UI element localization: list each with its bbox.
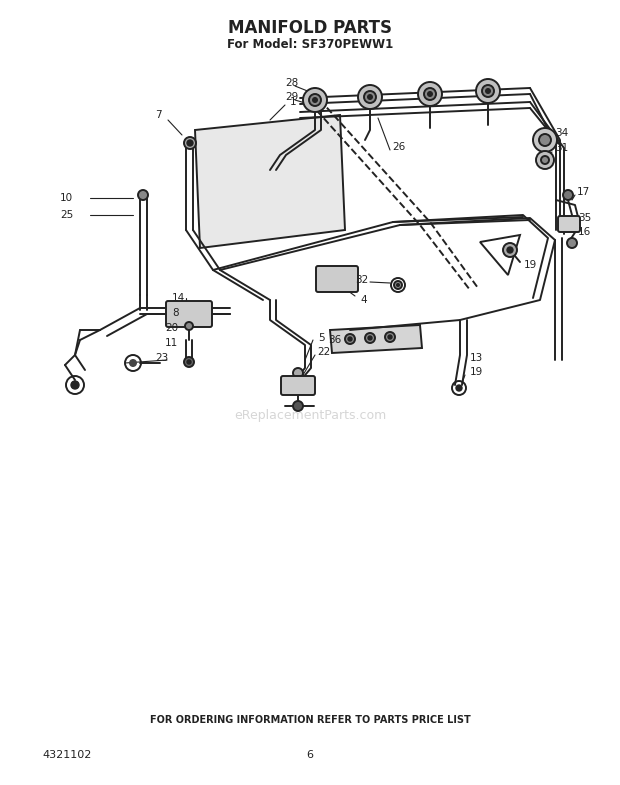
Circle shape bbox=[364, 91, 376, 103]
Circle shape bbox=[427, 91, 433, 97]
Circle shape bbox=[541, 156, 549, 164]
Text: 34: 34 bbox=[555, 128, 569, 138]
FancyBboxPatch shape bbox=[281, 376, 315, 395]
Text: 8: 8 bbox=[172, 308, 179, 318]
Circle shape bbox=[184, 357, 194, 367]
Text: 6: 6 bbox=[306, 750, 314, 760]
Text: 7: 7 bbox=[155, 110, 162, 120]
Circle shape bbox=[482, 85, 494, 97]
Text: MANIFOLD PARTS: MANIFOLD PARTS bbox=[228, 19, 392, 37]
Circle shape bbox=[187, 140, 193, 146]
Circle shape bbox=[71, 381, 79, 389]
Text: 35: 35 bbox=[578, 213, 591, 223]
Circle shape bbox=[394, 281, 402, 289]
Circle shape bbox=[536, 151, 554, 169]
Text: FOR ORDERING INFORMATION REFER TO PARTS PRICE LIST: FOR ORDERING INFORMATION REFER TO PARTS … bbox=[149, 715, 471, 725]
Text: 19: 19 bbox=[470, 367, 483, 377]
Circle shape bbox=[348, 337, 352, 341]
Circle shape bbox=[388, 335, 392, 339]
Circle shape bbox=[365, 333, 375, 343]
Circle shape bbox=[367, 94, 373, 100]
Circle shape bbox=[184, 137, 196, 149]
Circle shape bbox=[567, 238, 577, 248]
Text: 5: 5 bbox=[318, 333, 325, 343]
Text: 25: 25 bbox=[60, 210, 73, 220]
Circle shape bbox=[312, 97, 318, 103]
FancyBboxPatch shape bbox=[558, 216, 580, 232]
Circle shape bbox=[368, 336, 372, 340]
Circle shape bbox=[424, 88, 436, 100]
Text: 32: 32 bbox=[355, 275, 368, 285]
Circle shape bbox=[539, 134, 551, 146]
Circle shape bbox=[503, 243, 517, 257]
Circle shape bbox=[418, 82, 442, 106]
Circle shape bbox=[358, 85, 382, 109]
Text: 29: 29 bbox=[285, 92, 298, 102]
Circle shape bbox=[385, 332, 395, 342]
Circle shape bbox=[507, 247, 513, 253]
Circle shape bbox=[129, 359, 137, 367]
Circle shape bbox=[563, 190, 573, 200]
Text: 10: 10 bbox=[60, 193, 73, 203]
Text: 16: 16 bbox=[578, 227, 591, 237]
Text: For Model: SF370PEWW1: For Model: SF370PEWW1 bbox=[227, 38, 393, 50]
Polygon shape bbox=[195, 115, 345, 248]
Circle shape bbox=[309, 94, 321, 106]
Text: 14: 14 bbox=[172, 293, 185, 303]
Text: 31: 31 bbox=[555, 143, 569, 153]
Circle shape bbox=[345, 334, 355, 344]
Text: 1: 1 bbox=[290, 97, 296, 107]
Text: 17: 17 bbox=[577, 187, 590, 197]
Text: 23: 23 bbox=[155, 353, 168, 363]
FancyBboxPatch shape bbox=[166, 301, 212, 327]
Text: 22: 22 bbox=[317, 347, 330, 357]
Circle shape bbox=[138, 190, 148, 200]
Circle shape bbox=[303, 88, 327, 112]
FancyBboxPatch shape bbox=[316, 266, 358, 292]
Circle shape bbox=[185, 322, 193, 330]
Text: 19: 19 bbox=[524, 260, 538, 270]
Polygon shape bbox=[330, 325, 422, 353]
Text: 36: 36 bbox=[328, 335, 341, 345]
Circle shape bbox=[456, 385, 462, 391]
Circle shape bbox=[533, 128, 557, 152]
Circle shape bbox=[485, 88, 491, 94]
Text: 13: 13 bbox=[470, 353, 483, 363]
Circle shape bbox=[476, 79, 500, 103]
Text: 20: 20 bbox=[165, 323, 178, 333]
Circle shape bbox=[396, 283, 400, 287]
Text: 26: 26 bbox=[392, 142, 405, 152]
Text: 11: 11 bbox=[165, 338, 179, 348]
Text: 28: 28 bbox=[285, 78, 298, 88]
Text: eReplacementParts.com: eReplacementParts.com bbox=[234, 408, 386, 422]
Text: 4321102: 4321102 bbox=[42, 750, 91, 760]
Circle shape bbox=[187, 360, 191, 364]
Circle shape bbox=[293, 368, 303, 378]
Text: 4: 4 bbox=[360, 295, 366, 305]
Circle shape bbox=[293, 401, 303, 411]
